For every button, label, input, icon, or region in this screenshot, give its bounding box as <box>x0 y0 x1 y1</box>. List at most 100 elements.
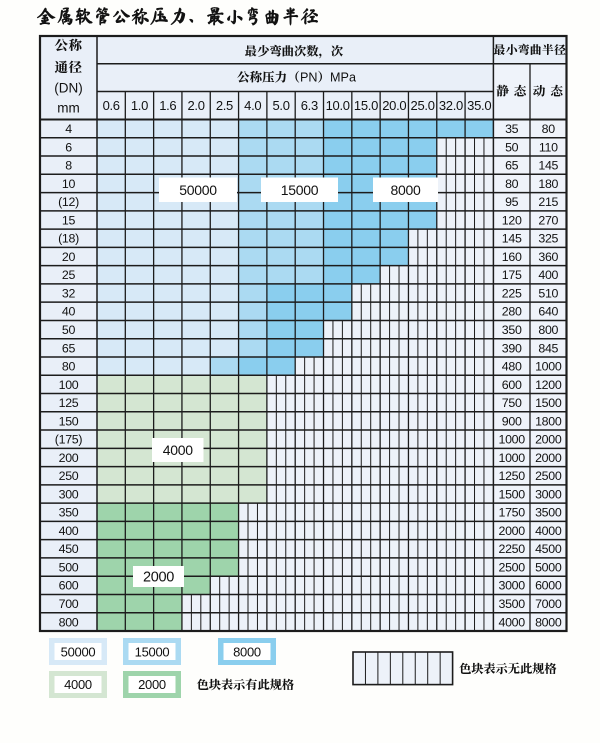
svg-text:色块表示有此规格: 色块表示有此规格 <box>197 676 295 693</box>
svg-text:900: 900 <box>502 414 522 428</box>
svg-text:450: 450 <box>59 542 79 556</box>
svg-text:35: 35 <box>505 122 519 136</box>
svg-text:400: 400 <box>538 268 558 282</box>
svg-text:15.0: 15.0 <box>354 98 378 113</box>
svg-text:845: 845 <box>538 341 558 355</box>
svg-text:215: 215 <box>538 195 558 209</box>
svg-text:200: 200 <box>59 451 79 465</box>
svg-text:1.6: 1.6 <box>159 98 176 113</box>
svg-text:65: 65 <box>505 159 519 173</box>
svg-text:4000: 4000 <box>499 615 526 629</box>
svg-text:静 态: 静 态 <box>496 82 527 100</box>
svg-text:25: 25 <box>62 268 76 282</box>
svg-text:色块表示无此规格: 色块表示无此规格 <box>459 660 557 677</box>
svg-text:3500: 3500 <box>535 506 562 520</box>
svg-text:0.6: 0.6 <box>103 98 120 113</box>
svg-text:15000: 15000 <box>135 645 170 660</box>
svg-text:750: 750 <box>502 396 522 410</box>
svg-text:480: 480 <box>502 360 522 374</box>
svg-text:500: 500 <box>59 560 79 574</box>
svg-text:360: 360 <box>538 250 558 264</box>
svg-text:325: 325 <box>538 232 558 246</box>
svg-text:10: 10 <box>62 177 76 191</box>
svg-text:100: 100 <box>59 378 79 392</box>
svg-text:(18): (18) <box>58 232 79 246</box>
svg-text:125: 125 <box>59 396 79 410</box>
svg-text:3000: 3000 <box>499 579 526 593</box>
svg-text:1.0: 1.0 <box>131 98 148 113</box>
svg-text:3000: 3000 <box>535 487 562 501</box>
svg-text:600: 600 <box>59 579 79 593</box>
svg-text:20: 20 <box>62 250 76 264</box>
svg-text:最小弯曲半径: 最小弯曲半径 <box>493 41 566 58</box>
svg-text:2.5: 2.5 <box>216 98 233 113</box>
svg-text:150: 150 <box>59 414 79 428</box>
svg-text:(175): (175) <box>55 433 83 447</box>
svg-text:2000: 2000 <box>138 677 166 692</box>
svg-text:350: 350 <box>59 506 79 520</box>
svg-text:95: 95 <box>505 195 519 209</box>
svg-text:8000: 8000 <box>233 645 261 660</box>
svg-text:8000: 8000 <box>391 182 421 198</box>
svg-text:3500: 3500 <box>499 597 526 611</box>
svg-text:700: 700 <box>59 597 79 611</box>
svg-text:270: 270 <box>538 213 558 227</box>
svg-text:6000: 6000 <box>535 579 562 593</box>
svg-text:65: 65 <box>62 341 76 355</box>
svg-text:1200: 1200 <box>535 378 562 392</box>
svg-text:15000: 15000 <box>281 182 319 198</box>
svg-text:2000: 2000 <box>535 451 562 465</box>
svg-text:250: 250 <box>59 469 79 483</box>
svg-text:145: 145 <box>538 159 558 173</box>
svg-text:180: 180 <box>538 177 558 191</box>
svg-text:1500: 1500 <box>499 487 526 501</box>
svg-text:1000: 1000 <box>499 451 526 465</box>
svg-text:50: 50 <box>505 140 519 154</box>
svg-text:公称: 公称 <box>55 34 83 54</box>
svg-text:6: 6 <box>65 140 72 154</box>
svg-text:80: 80 <box>505 177 519 191</box>
svg-text:4.0: 4.0 <box>244 98 261 113</box>
svg-text:(DN): (DN) <box>54 81 83 96</box>
svg-text:175: 175 <box>502 268 522 282</box>
svg-text:2000: 2000 <box>143 570 174 586</box>
svg-text:390: 390 <box>502 341 522 355</box>
svg-text:5000: 5000 <box>535 560 562 574</box>
svg-text:800: 800 <box>538 323 558 337</box>
svg-text:32: 32 <box>62 286 76 300</box>
svg-text:2250: 2250 <box>499 542 526 556</box>
svg-text:8000: 8000 <box>535 615 562 629</box>
svg-text:280: 280 <box>502 305 522 319</box>
svg-text:4500: 4500 <box>535 542 562 556</box>
svg-text:32.0: 32.0 <box>439 98 463 113</box>
svg-text:2.0: 2.0 <box>188 98 205 113</box>
svg-text:80: 80 <box>542 122 556 136</box>
svg-text:15: 15 <box>62 213 76 227</box>
svg-text:160: 160 <box>502 250 522 264</box>
svg-text:动 态: 动 态 <box>533 82 564 100</box>
svg-text:1000: 1000 <box>535 360 562 374</box>
svg-text:40: 40 <box>62 305 76 319</box>
svg-text:5.0: 5.0 <box>272 98 289 113</box>
svg-text:35.0: 35.0 <box>467 98 491 113</box>
svg-text:400: 400 <box>59 524 79 538</box>
svg-text:50000: 50000 <box>61 645 96 660</box>
svg-text:1800: 1800 <box>535 414 562 428</box>
svg-text:2500: 2500 <box>535 469 562 483</box>
svg-text:640: 640 <box>538 305 558 319</box>
svg-text:4: 4 <box>65 122 72 136</box>
svg-text:110: 110 <box>539 140 558 154</box>
svg-text:350: 350 <box>502 323 522 337</box>
svg-text:50: 50 <box>62 323 76 337</box>
svg-text:8: 8 <box>65 159 72 173</box>
svg-text:120: 120 <box>502 213 522 227</box>
svg-text:25.0: 25.0 <box>411 98 435 113</box>
svg-text:4000: 4000 <box>64 677 92 692</box>
svg-text:2000: 2000 <box>499 524 526 538</box>
svg-text:50000: 50000 <box>179 182 217 198</box>
svg-text:1750: 1750 <box>499 506 526 520</box>
svg-text:1250: 1250 <box>499 469 526 483</box>
svg-text:mm: mm <box>57 101 80 116</box>
svg-text:80: 80 <box>62 360 76 374</box>
svg-text:1000: 1000 <box>499 433 526 447</box>
